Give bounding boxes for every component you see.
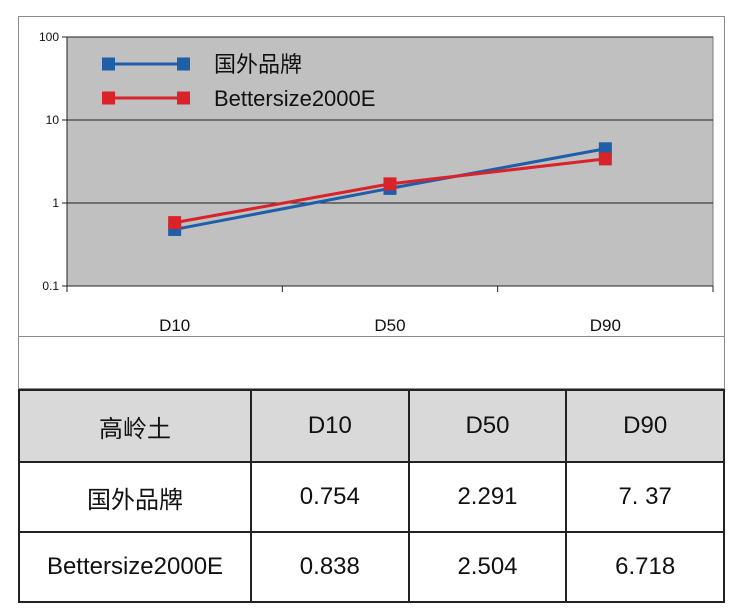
table-cell: Bettersize2000E	[18, 531, 252, 603]
data-point	[383, 177, 397, 191]
y-tick-label: 10	[46, 113, 60, 127]
legend-marker	[177, 91, 190, 105]
chart-frame: 100 10 1 0.1 D10 D50 D90 国外品牌 Bettersize2000E	[18, 16, 725, 337]
legend-label: Bettersize2000E	[214, 86, 375, 111]
plot-area	[66, 36, 714, 287]
table-header-cell: D90	[565, 389, 725, 463]
data-table: 高岭土 D10 D50 D90 国外品牌 0.754 2.291 7. 37 B…	[18, 389, 725, 603]
table-cell: 国外品牌	[18, 461, 252, 533]
x-tick-label: D10	[159, 316, 190, 335]
table-row: Bettersize2000E 0.838 2.504 6.718	[18, 531, 725, 603]
legend-marker	[102, 91, 115, 105]
table-header-cell: D10	[250, 389, 410, 463]
y-tick-label: 100	[39, 30, 59, 44]
table-header-cell: D50	[407, 389, 568, 463]
table-cell: 6.718	[565, 531, 725, 603]
table-header-cell: 高岭土	[18, 389, 252, 463]
data-point	[168, 216, 182, 230]
x-tick-label: D50	[374, 316, 405, 335]
legend-label: 国外品牌	[214, 52, 302, 77]
table-cell: 7. 37	[565, 461, 725, 533]
table-header-row: 高岭土 D10 D50 D90	[18, 389, 725, 463]
data-point	[598, 152, 612, 166]
line-chart: 100 10 1 0.1 D10 D50 D90 国外品牌 Bettersize2000E	[39, 30, 714, 335]
table-cell: 2.291	[407, 461, 568, 533]
y-tick-label: 0.1	[42, 279, 59, 293]
table-row: 国外品牌 0.754 2.291 7. 37	[18, 461, 725, 533]
legend-marker	[177, 57, 190, 71]
table-cell: 0.754	[250, 461, 410, 533]
data-point	[598, 142, 612, 156]
table-cell: 0.838	[250, 531, 410, 603]
legend-marker	[102, 57, 115, 71]
y-tick-label: 1	[52, 196, 59, 210]
x-tick-label: D90	[590, 316, 621, 335]
chart-spacer	[18, 337, 725, 389]
table-cell: 2.504	[407, 531, 568, 603]
